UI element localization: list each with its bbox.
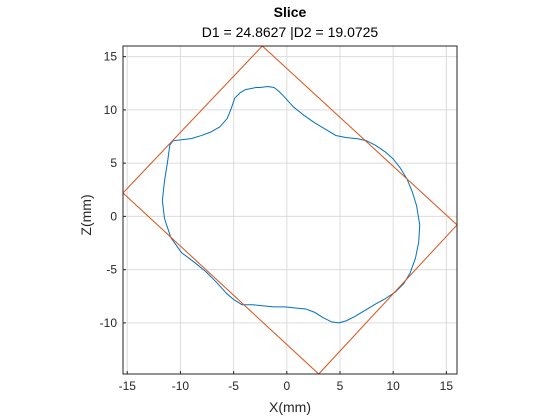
y-tick-label: 0 — [110, 209, 117, 223]
plot-area-frame — [122, 45, 458, 375]
y-axis-label: Z(mm) — [78, 194, 94, 235]
grid — [123, 46, 457, 374]
y-tick-label: 5 — [110, 156, 117, 170]
x-tick-label: -5 — [228, 379, 239, 393]
x-tick-label: 0 — [283, 379, 290, 393]
x-axis-label: X(mm) — [269, 399, 311, 415]
x-tick-label: -15 — [119, 379, 137, 393]
bounding-box-line — [122, 45, 458, 375]
tick-labels: -15 -10 -5 0 5 10 15 -10 -5 0 5 10 15 — [100, 50, 454, 393]
series-layer — [122, 45, 458, 375]
chart-subtitle: D1 = 24.8627 |D2 = 19.0725 — [202, 24, 379, 40]
y-tick-label: -5 — [106, 263, 117, 277]
y-tick-label: 15 — [104, 50, 118, 64]
x-tick-label: 5 — [337, 379, 344, 393]
chart-title: Slice — [274, 4, 307, 20]
slice-contour-line — [161, 85, 421, 324]
y-tick-label: -10 — [100, 316, 118, 330]
y-tick-label: 10 — [104, 103, 118, 117]
x-tick-label: 10 — [386, 379, 400, 393]
x-tick-label: 15 — [440, 379, 454, 393]
x-tick-label: -10 — [172, 379, 190, 393]
